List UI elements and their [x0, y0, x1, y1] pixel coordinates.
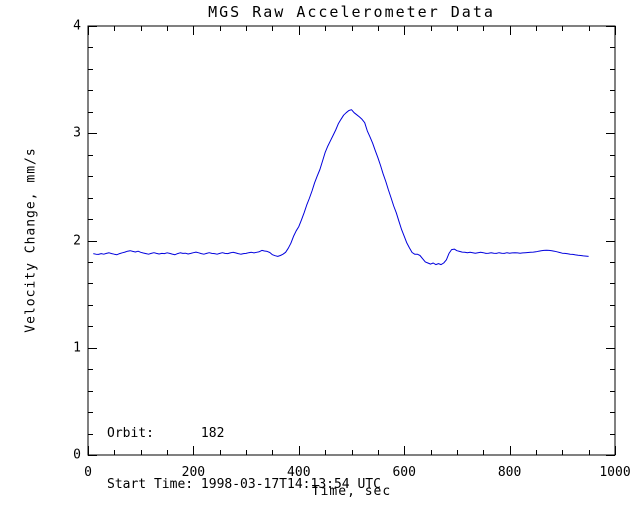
- annotation-block: Orbit: 182 Start Time: 1998-03-17T14:13:…: [107, 391, 381, 512]
- x-tick-label: 200: [181, 465, 206, 480]
- chart-title: MGS Raw Accelerometer Data: [208, 3, 495, 21]
- y-axis-label: Velocity Change, mm/s: [23, 147, 39, 333]
- x-axis-label: Time, sec: [311, 484, 392, 499]
- x-tick-label: 600: [392, 465, 416, 480]
- x-tick-label: 400: [287, 465, 311, 480]
- y-tick-label: 2: [73, 233, 81, 248]
- annotation-start-time: Start Time: 1998-03-17T14:13:54 UTC: [107, 477, 381, 492]
- y-tick-label: 0: [73, 447, 81, 463]
- x-tick-label: 800: [497, 465, 522, 480]
- y-tick-label: 3: [73, 125, 81, 141]
- x-tick-label: 1000: [599, 465, 631, 480]
- annotation-orbit: Orbit: 182: [107, 426, 225, 441]
- y-tick-label: 4: [73, 18, 81, 34]
- y-tick-label: 1: [73, 340, 81, 356]
- x-tick-label: 0: [84, 465, 92, 480]
